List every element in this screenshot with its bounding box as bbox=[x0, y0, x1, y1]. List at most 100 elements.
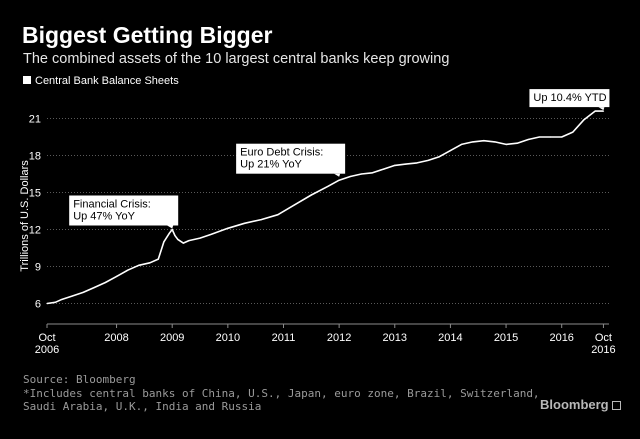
annotation-pointer bbox=[334, 173, 341, 177]
data-point bbox=[60, 299, 62, 301]
y-tick-label: 12 bbox=[29, 225, 41, 237]
legend-swatch bbox=[23, 76, 31, 84]
grid-layer bbox=[47, 118, 609, 304]
footer: Source: Bloomberg *Includes central bank… bbox=[23, 373, 543, 414]
data-point bbox=[54, 301, 56, 303]
annotation-box bbox=[529, 89, 610, 108]
annotation-callout: Up 10.4% YTD bbox=[529, 89, 610, 111]
data-point bbox=[104, 281, 107, 284]
data-point bbox=[163, 241, 165, 243]
data-point bbox=[115, 275, 118, 277]
x-tick-label: 2006 bbox=[35, 344, 59, 356]
data-point bbox=[174, 235, 176, 237]
x-tick-label: 2016 bbox=[591, 344, 615, 356]
annotation-text: Euro Debt Crisis: bbox=[240, 147, 323, 159]
x-tick-label: 2016 bbox=[549, 332, 573, 344]
data-point bbox=[46, 302, 48, 305]
y-axis-label: Trillions of U.S. Dollars bbox=[19, 160, 31, 272]
x-tick-label: 2008 bbox=[104, 332, 128, 344]
data-point bbox=[157, 258, 159, 260]
data-point bbox=[583, 119, 585, 121]
data-point bbox=[227, 227, 229, 229]
y-tick-label: 15 bbox=[29, 188, 41, 200]
annotation-text: Up 21% YoY bbox=[240, 159, 302, 171]
data-point bbox=[149, 262, 151, 264]
data-point bbox=[171, 228, 173, 231]
data-point bbox=[93, 286, 95, 289]
data-point bbox=[127, 269, 129, 271]
y-tick-label: 9 bbox=[35, 262, 41, 274]
x-tick-label: 2014 bbox=[438, 332, 462, 344]
y-tick-label: 6 bbox=[35, 299, 41, 311]
data-point bbox=[549, 136, 552, 138]
annotation-layer: Financial Crisis:Up 47% YoY Euro Debt Cri… bbox=[69, 89, 610, 229]
x-tick-label: Oct bbox=[595, 332, 612, 344]
data-point bbox=[182, 242, 184, 244]
data-point bbox=[349, 175, 351, 178]
data-point bbox=[199, 237, 201, 239]
data-point bbox=[310, 194, 312, 196]
bloomberg-logo: Bloomberg bbox=[540, 397, 621, 412]
data-point bbox=[460, 143, 463, 145]
data-point bbox=[505, 143, 507, 145]
data-point bbox=[427, 159, 429, 162]
chart-subtitle: The combined assets of the 10 largest ce… bbox=[23, 51, 450, 67]
annotation-text: Up 10.4% YTD bbox=[533, 92, 606, 104]
data-point bbox=[561, 136, 563, 138]
y-tick-label: 18 bbox=[29, 151, 41, 163]
chart-title: Biggest Getting Bigger bbox=[22, 22, 273, 48]
data-point bbox=[243, 222, 246, 224]
annotation-text: Up 47% YoY bbox=[73, 211, 135, 223]
x-tick-label: Oct bbox=[38, 332, 55, 344]
y-tick-label: 21 bbox=[29, 114, 41, 126]
data-point bbox=[71, 295, 73, 297]
data-point bbox=[494, 141, 496, 143]
data-point bbox=[210, 233, 212, 236]
data-point bbox=[527, 138, 529, 141]
data-point bbox=[449, 149, 452, 152]
data-point bbox=[602, 110, 605, 112]
x-tick-label: 2011 bbox=[272, 332, 296, 344]
x-tick-label: 2013 bbox=[383, 332, 407, 344]
data-point bbox=[294, 204, 296, 206]
annotation-box bbox=[69, 195, 179, 226]
data-point bbox=[394, 164, 396, 166]
legend: Central Bank Balance Sheets bbox=[23, 75, 179, 87]
data-point bbox=[327, 185, 329, 187]
data-point bbox=[260, 219, 262, 221]
x-tick-label: 2015 bbox=[494, 332, 518, 344]
annotation-text: Financial Crisis: bbox=[73, 199, 151, 211]
data-point bbox=[138, 264, 140, 266]
data-point bbox=[371, 172, 374, 174]
data-point bbox=[416, 162, 418, 164]
data-point bbox=[188, 240, 190, 242]
data-point bbox=[405, 163, 407, 165]
data-point bbox=[516, 142, 518, 144]
data-point bbox=[572, 131, 574, 133]
x-tick-label: 2009 bbox=[160, 332, 184, 344]
data-point bbox=[277, 214, 279, 216]
series-layer bbox=[46, 110, 605, 305]
source-note: Source: Bloomberg bbox=[23, 373, 136, 386]
x-tick-label: 2012 bbox=[327, 332, 351, 344]
data-point bbox=[177, 238, 179, 240]
data-point bbox=[383, 168, 385, 170]
annotation-box bbox=[236, 143, 346, 174]
annotation-pointer bbox=[598, 107, 605, 111]
data-point bbox=[360, 173, 362, 175]
brand-label: Bloomberg bbox=[540, 397, 609, 412]
annotation-callout: Financial Crisis:Up 47% YoY bbox=[69, 195, 179, 229]
data-point bbox=[594, 110, 596, 112]
footnote: *Includes central banks of China, U.S., … bbox=[23, 386, 540, 414]
data-point bbox=[82, 291, 84, 293]
bloomberg-icon bbox=[611, 401, 621, 410]
data-point bbox=[538, 136, 541, 138]
legend-label: Central Bank Balance Sheets bbox=[35, 75, 179, 87]
data-point bbox=[472, 141, 474, 143]
data-point bbox=[483, 140, 485, 142]
data-point bbox=[438, 156, 440, 158]
data-point bbox=[168, 232, 171, 234]
